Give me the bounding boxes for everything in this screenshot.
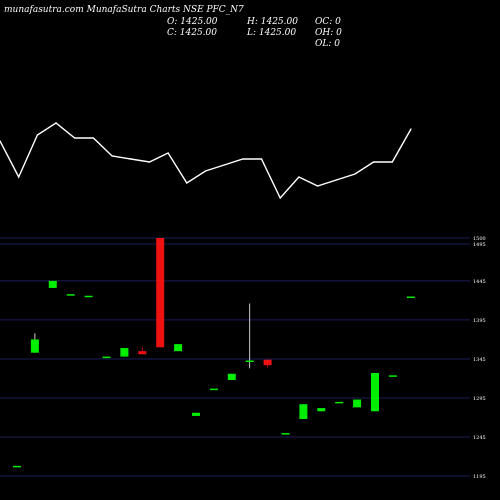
candle-body: [138, 351, 147, 355]
y-tick-label: 1395: [473, 318, 486, 324]
candle-body: [66, 294, 75, 296]
candle-body: [353, 399, 362, 408]
candle-body: [84, 295, 93, 298]
y-tick-label: 1245: [473, 435, 486, 441]
chart-title: munafasutra.com MunafaSutra Charts NSE P…: [4, 5, 244, 15]
candle-body: [263, 359, 272, 366]
candle-body: [371, 372, 379, 412]
y-tick-label: 1345: [473, 357, 486, 363]
candle-body: [13, 465, 21, 468]
line-point: [316, 185, 319, 187]
line-point: [354, 173, 356, 175]
oh-value: OH: 0: [315, 28, 342, 38]
line-point: [204, 170, 207, 172]
candle-body: [245, 360, 254, 363]
candle-body: [174, 344, 183, 352]
candle-body: [335, 401, 344, 404]
candle-body: [281, 433, 290, 435]
line-point: [373, 161, 375, 163]
y-tick-label: 1495: [473, 242, 486, 248]
candle-body: [30, 339, 39, 353]
candle-body: [299, 404, 308, 420]
line-point: [279, 197, 281, 199]
y-tick-label: 1195: [473, 474, 486, 480]
line-point: [148, 161, 151, 163]
candle-body: [388, 375, 397, 377]
candle-body: [48, 280, 57, 288]
line-point: [260, 158, 263, 160]
line-point: [167, 152, 169, 154]
candle-body: [227, 373, 236, 381]
line-point: [242, 158, 244, 160]
y-tick-label: 1295: [473, 396, 486, 402]
candle-body: [209, 388, 218, 391]
oc-value: OC: 0: [315, 17, 341, 27]
candle-body: [406, 296, 415, 299]
line-point: [74, 137, 76, 139]
line-point: [130, 158, 132, 160]
open-value: O: 1425.00: [167, 17, 218, 27]
line-point: [0, 140, 1, 142]
line-point: [36, 134, 38, 136]
line-point: [55, 122, 57, 124]
low-value: L: 1425.00: [247, 28, 297, 38]
line-chart: [0, 122, 412, 200]
y-tick-label: 1500: [473, 236, 486, 242]
line-point: [391, 161, 393, 163]
candle-body: [102, 356, 111, 359]
line-point: [18, 176, 20, 178]
close-value: C: 1425.00: [167, 28, 217, 38]
line-point: [92, 137, 95, 139]
y-tick-label: 1445: [473, 279, 486, 285]
candle-body: [156, 238, 165, 348]
ol-value: OL: 0: [315, 39, 340, 49]
candle-body: [120, 348, 129, 357]
line-point: [410, 128, 412, 130]
line-point: [111, 155, 113, 157]
line-point: [223, 164, 225, 166]
line-point: [186, 182, 188, 184]
line-point: [335, 179, 337, 181]
candle-body: [317, 408, 326, 412]
line-point: [298, 176, 300, 178]
high-value: H: 1425.00: [247, 17, 298, 27]
candle-body: [192, 412, 200, 416]
